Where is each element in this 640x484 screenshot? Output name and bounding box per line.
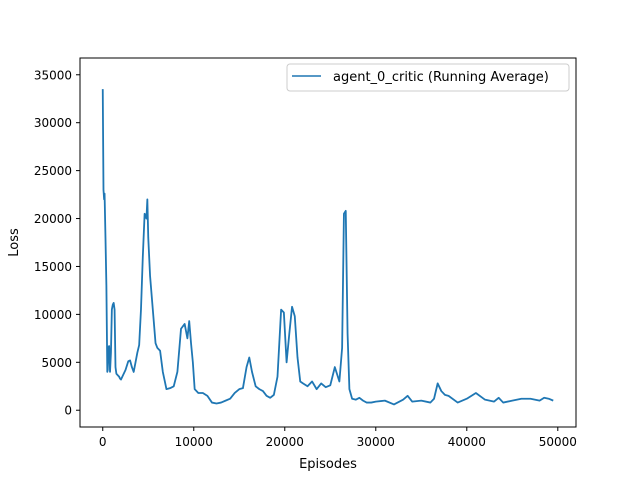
- x-tick-label: 0: [99, 435, 107, 449]
- legend: agent_0_critic (Running Average): [286, 63, 570, 92]
- y-tick-label: 20000: [34, 212, 72, 226]
- series-line-0: [101, 89, 554, 406]
- y-tick-label: 35000: [34, 68, 72, 82]
- x-ticks: 0 10000 20000 30000 40000 50000: [99, 427, 577, 449]
- plot-layer: [101, 89, 554, 406]
- x-axis-label: Episodes: [299, 457, 357, 472]
- y-tick-label: 0: [64, 404, 72, 418]
- x-tick-label: 50000: [539, 435, 577, 449]
- x-tick-label: 10000: [175, 435, 213, 449]
- axes-frame: [79, 57, 577, 428]
- x-tick-label: 20000: [266, 435, 304, 449]
- x-tick-label: 30000: [357, 435, 395, 449]
- y-ticks: 0 5000 10000 15000 20000 25000 30000 35000: [34, 68, 80, 418]
- y-tick-label: 30000: [34, 116, 72, 130]
- y-tick-label: 5000: [41, 356, 72, 370]
- y-tick-label: 10000: [34, 308, 72, 322]
- x-tick-label: 40000: [448, 435, 486, 449]
- y-tick-label: 25000: [34, 164, 72, 178]
- y-axis-label: Loss: [7, 228, 22, 257]
- y-tick-label: 15000: [34, 260, 72, 274]
- legend-box: [286, 63, 570, 92]
- legend-label: agent_0_critic (Running Average): [333, 70, 549, 85]
